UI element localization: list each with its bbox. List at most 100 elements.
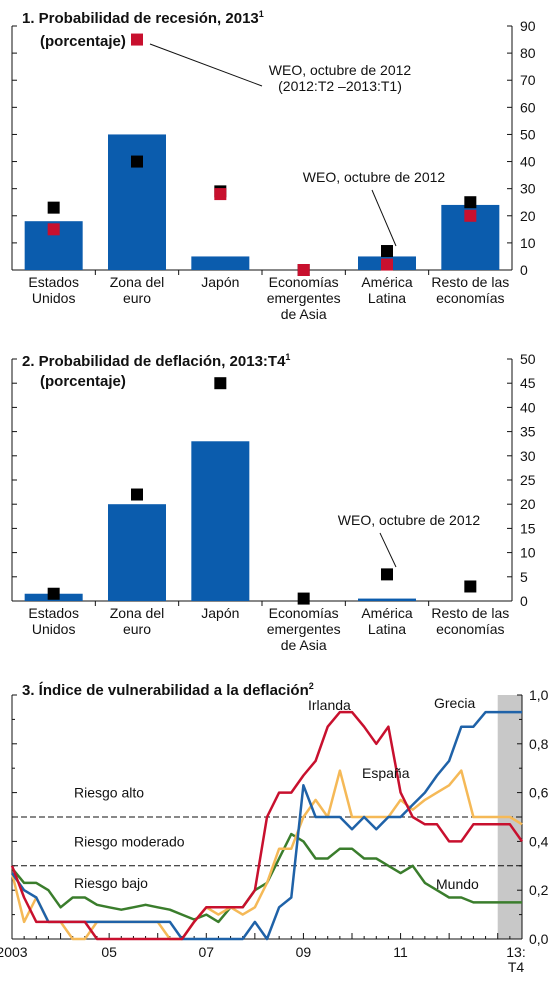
annotation-line: WEO, octubre de 2012 xyxy=(338,512,481,528)
x-tick-label-line: 09 xyxy=(296,944,312,960)
risk-zone-label: Riesgo moderado xyxy=(74,833,185,849)
category-label-line: euro xyxy=(123,290,151,306)
chart-deflation-vulnerability-index: 3. Índice de vulnerabilidad a la deflaci… xyxy=(0,681,549,975)
x-tick-label-line: 07 xyxy=(198,944,214,960)
y-tick-label: 0 xyxy=(520,262,528,278)
annotation-leader xyxy=(371,189,397,247)
marker-point xyxy=(381,568,393,581)
marker-point xyxy=(464,196,477,209)
y-tick-label: 20 xyxy=(520,496,536,512)
chart-subtitle: (porcentaje) xyxy=(40,33,126,50)
category-label: Zona del euro xyxy=(110,605,164,637)
category-label-line: economías xyxy=(436,621,504,637)
annotation-leader xyxy=(149,43,263,87)
annotation: WEO, octubre de 2012 (2012:T2 –2013:T1) xyxy=(269,62,412,94)
x-tick-label: 13: T4 xyxy=(506,944,525,975)
category-label-line: economías xyxy=(436,290,504,306)
y-tick-label: 50 xyxy=(520,126,536,142)
category-label-line: Estados xyxy=(28,274,79,290)
category-label-line: Estados xyxy=(28,605,79,621)
y-tick-label: 20 xyxy=(520,208,536,224)
category-label-line: Japón xyxy=(201,605,239,621)
category-label-line: de Asia xyxy=(281,637,327,653)
x-tick-label-line: 13: xyxy=(506,944,525,960)
category-label-line: Japón xyxy=(201,274,239,290)
y-tick-label: 0,4 xyxy=(529,833,549,849)
category-label-line: Resto de las xyxy=(431,605,509,621)
marker-point xyxy=(131,33,143,46)
annotation-line: WEO, octubre de 2012 xyxy=(303,169,446,185)
x-tick-label-line: 11 xyxy=(393,944,408,960)
y-tick-label: 10 xyxy=(520,235,536,251)
y-tick-label: 10 xyxy=(520,545,536,561)
category-label-line: Latina xyxy=(368,290,406,306)
x-tick-label-line: T4 xyxy=(508,959,525,975)
category-label-line: Economías xyxy=(269,274,339,290)
x-tick-label-line: 05 xyxy=(101,944,117,960)
category-label-line: Zona del xyxy=(110,605,164,621)
category-label: Japón xyxy=(201,605,239,621)
risk-zone-label: Riesgo bajo xyxy=(74,875,148,891)
category-label: Estados Unidos xyxy=(28,605,79,637)
x-tick-label: 09 xyxy=(296,944,312,960)
category-label: Zona del euro xyxy=(110,274,164,306)
marker-point xyxy=(464,209,477,222)
y-tick-label: 0 xyxy=(520,593,528,609)
chart-subtitle: (porcentaje) xyxy=(40,373,126,390)
y-tick-label: 90 xyxy=(520,18,536,34)
marker-point xyxy=(214,377,227,390)
y-tick-label: 30 xyxy=(520,448,536,464)
bar xyxy=(358,598,416,601)
x-tick-label-line: 2003 xyxy=(0,944,28,960)
marker-point xyxy=(47,223,60,236)
y-tick-label: 0,6 xyxy=(529,785,549,801)
y-tick-label: 0,0 xyxy=(529,931,549,947)
chart-recession-probability: 1. Probabilidad de recesión, 20131 (porc… xyxy=(11,9,536,322)
x-tick-label: 11 xyxy=(393,944,408,960)
marker-point xyxy=(381,245,393,258)
category-label: Estados Unidos xyxy=(28,274,79,306)
series-label: Mundo xyxy=(436,876,479,892)
category-label-line: Latina xyxy=(368,621,406,637)
marker-point xyxy=(131,488,143,501)
category-label-line: Unidos xyxy=(32,621,76,637)
annotation-line: WEO, octubre de 2012 xyxy=(269,62,412,78)
y-tick-label: 40 xyxy=(520,399,536,415)
y-tick-label: 1,0 xyxy=(529,687,549,703)
series-label: Irlanda xyxy=(308,697,351,713)
bar xyxy=(108,134,166,270)
bar xyxy=(108,504,166,601)
category-label: América Latina xyxy=(361,274,413,306)
category-label-line: Zona del xyxy=(110,274,164,290)
category-label: Resto de las economías xyxy=(431,274,509,306)
bar xyxy=(191,256,250,270)
category-label: Economías emergentes de Asia xyxy=(267,605,341,653)
marker-point xyxy=(297,592,310,605)
bar xyxy=(191,441,250,601)
y-tick-label: 15 xyxy=(520,520,536,536)
x-tick-label: 05 xyxy=(101,944,117,960)
category-label-line: emergentes xyxy=(267,290,341,306)
category-label: Economías emergentes de Asia xyxy=(267,274,341,322)
category-label: Resto de las economías xyxy=(431,605,509,637)
annotation: WEO, octubre de 2012 xyxy=(338,512,481,528)
y-tick-label: 0,8 xyxy=(529,736,549,752)
category-label: América Latina xyxy=(361,605,413,637)
series-line xyxy=(10,710,524,941)
y-tick-label: 60 xyxy=(520,99,536,115)
annotation-leader xyxy=(379,532,397,568)
marker-point xyxy=(214,188,227,201)
marker-point xyxy=(464,580,477,593)
y-tick-label: 50 xyxy=(520,351,536,367)
x-tick-label: 2003 xyxy=(0,944,28,960)
annotation: WEO, octubre de 2012 xyxy=(303,169,446,185)
marker-point xyxy=(381,258,393,271)
annotation-line: (2012:T2 –2013:T1) xyxy=(278,78,402,94)
category-label-line: América xyxy=(361,605,413,621)
chart-deflation-probability: 2. Probabilidad de deflación, 2013:T41 (… xyxy=(11,351,536,653)
y-tick-label: 80 xyxy=(520,45,536,61)
category-label-line: emergentes xyxy=(267,621,341,637)
category-label-line: euro xyxy=(123,621,151,637)
marker-point xyxy=(47,587,60,600)
